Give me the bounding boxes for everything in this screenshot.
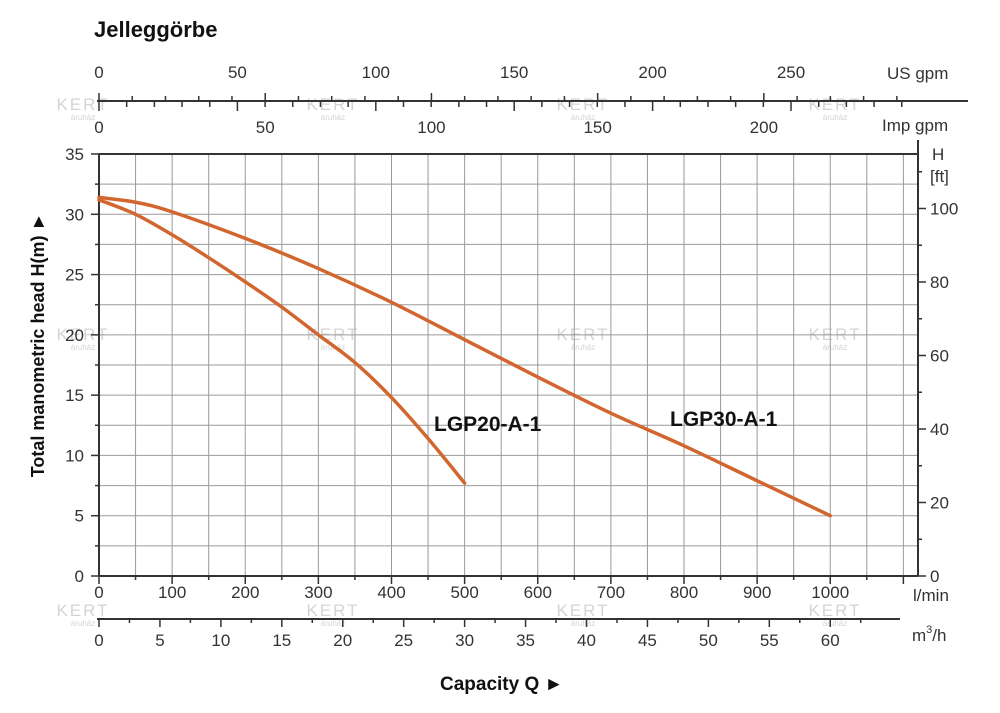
watermark-subtext: áruház (71, 113, 95, 122)
chart-grid (99, 154, 918, 576)
watermark-text: KERT (556, 601, 609, 620)
watermark-text: KERT (306, 601, 359, 620)
x-tick-label-us-gpm: 200 (638, 63, 666, 82)
series-line-lgp20-a-1 (97, 198, 467, 485)
x-tick-label-l-min: 400 (377, 583, 405, 602)
y-tick-label: 0 (75, 567, 84, 586)
x-tick-label-l-min: 900 (743, 583, 771, 602)
x-tick-label-m3h: 60 (821, 631, 840, 650)
watermark-subtext: áruház (571, 113, 595, 122)
x-tick-label-m3h: 15 (272, 631, 291, 650)
watermark-text: KERT (808, 95, 861, 114)
y-tick-label: 5 (75, 507, 84, 526)
data-series: LGP20-A-1 LGP30-A-1 (97, 195, 832, 518)
y-right-tick-label: 20 (930, 493, 949, 512)
y-tick-label: 10 (65, 446, 84, 465)
x-tick-label-us-gpm: 150 (500, 63, 528, 82)
watermark-subtext: áruház (571, 343, 595, 352)
y-right-unit-ft: [ft] (930, 167, 949, 186)
m3h-unit: m3/h (912, 624, 946, 645)
watermark-text: KERT (306, 95, 359, 114)
watermark-subtext: áruház (823, 619, 847, 628)
series-line-lgp30-a-1 (97, 195, 832, 518)
watermark-text: KERT (56, 325, 109, 344)
x-tick-label-us-gpm: 0 (94, 63, 103, 82)
x-axis-title: Capacity Q ► (440, 674, 563, 695)
x-tick-label-imp-gpm: 200 (750, 118, 778, 137)
x-tick-label-l-min: 800 (670, 583, 698, 602)
watermark-subtext: áruház (71, 619, 95, 628)
x-tick-label-l-min: 0 (94, 583, 103, 602)
x-tick-label-m3h: 30 (455, 631, 474, 650)
watermark-text: KERT (56, 601, 109, 620)
y-axis-title: Total manometric head H(m) ► (28, 213, 48, 478)
watermark-text: KERT (556, 95, 609, 114)
watermark-subtext: áruház (321, 619, 345, 628)
x-tick-label-l-min: 100 (158, 583, 186, 602)
y-right-tick-label: 40 (930, 420, 949, 439)
watermark-subtext: áruház (823, 343, 847, 352)
watermark-subtext: áruház (321, 113, 345, 122)
watermark-subtext: áruház (823, 113, 847, 122)
x-tick-label-l-min: 600 (524, 583, 552, 602)
y-right-tick-label: 0 (930, 567, 939, 586)
y-tick-label: 30 (65, 205, 84, 224)
y-right-tick-label: 60 (930, 346, 949, 365)
x-tick-label-m3h: 5 (155, 631, 164, 650)
x-tick-label-l-min: 300 (304, 583, 332, 602)
y-right-unit-h: H (932, 145, 944, 164)
chart-title: Jelleggörbe (94, 17, 217, 42)
x-tick-label-m3h: 50 (699, 631, 718, 650)
x-tick-label-l-min: 700 (597, 583, 625, 602)
y-right-tick-label: 100 (930, 199, 958, 218)
imp-gpm-unit: Imp gpm (882, 116, 948, 135)
x-tick-label-m3h: 40 (577, 631, 596, 650)
x-tick-label-imp-gpm: 100 (417, 118, 445, 137)
x-tick-label-l-min: 1000 (811, 583, 849, 602)
watermark-subtext: áruház (71, 343, 95, 352)
x-tick-label-m3h: 20 (333, 631, 352, 650)
l-min-unit: l/min (913, 586, 949, 605)
x-tick-label-us-gpm: 50 (228, 63, 247, 82)
series-label-lgp20-a-1: LGP20-A-1 (434, 413, 542, 436)
y-tick-label: 15 (65, 386, 84, 405)
x-tick-label-imp-gpm: 0 (94, 118, 103, 137)
y-right-tick-label: 80 (930, 273, 949, 292)
x-tick-label-m3h: 55 (760, 631, 779, 650)
y-tick-label: 20 (65, 326, 84, 345)
x-tick-label-imp-gpm: 50 (256, 118, 275, 137)
watermark-text: KERT (808, 601, 861, 620)
series-label-lgp30-a-1: LGP30-A-1 (670, 408, 778, 431)
x-tick-label-m3h: 25 (394, 631, 413, 650)
x-tick-label-m3h: 10 (211, 631, 230, 650)
y-tick-label: 35 (65, 145, 84, 164)
x-tick-label-us-gpm: 250 (777, 63, 805, 82)
watermarks: KERTáruházKERTáruházKERTáruházKERTáruház… (56, 95, 861, 628)
x-tick-label-m3h: 45 (638, 631, 657, 650)
watermark-text: KERT (56, 95, 109, 114)
watermark-subtext: áruház (571, 619, 595, 628)
x-tick-label-l-min: 500 (450, 583, 478, 602)
x-tick-label-m3h: 0 (94, 631, 103, 650)
x-tick-label-l-min: 200 (231, 583, 259, 602)
x-tick-label-imp-gpm: 150 (583, 118, 611, 137)
y-tick-label: 25 (65, 266, 84, 285)
x-tick-label-m3h: 35 (516, 631, 535, 650)
x-tick-label-us-gpm: 100 (362, 63, 390, 82)
chart-axes (97, 100, 968, 620)
us-gpm-unit: US gpm (887, 64, 948, 83)
